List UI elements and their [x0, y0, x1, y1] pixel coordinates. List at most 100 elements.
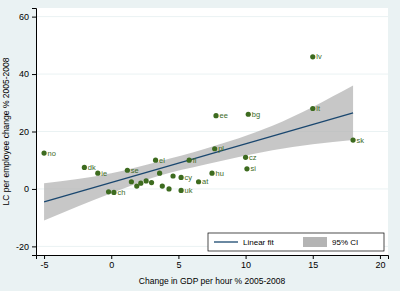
point	[138, 181, 143, 186]
y-tick: -20	[16, 242, 36, 252]
x-tick-mark	[44, 255, 45, 259]
point	[125, 168, 130, 173]
point-label: ie	[101, 169, 107, 178]
x-tick-mark	[313, 255, 314, 259]
ci-band	[44, 86, 353, 221]
y-tick-mark	[32, 132, 36, 133]
point-label: el	[159, 156, 165, 165]
point	[178, 175, 183, 180]
point	[246, 112, 251, 117]
point-label: bg	[252, 110, 260, 119]
y-tick-label: 0	[24, 184, 29, 194]
x-tick: 15	[308, 255, 318, 270]
legend-swatch	[303, 237, 327, 247]
point	[149, 180, 154, 185]
point-label: uk	[185, 186, 193, 195]
point-label: cy	[185, 173, 193, 182]
y-tick-label: 40	[19, 69, 29, 79]
x-tick-label: 20	[375, 260, 385, 270]
y-axis: -20 0 20 40 60	[16, 9, 37, 256]
x-axis: -5 0 5 10 15 20	[37, 255, 389, 270]
x-tick-mark	[111, 255, 112, 259]
y-tick-label: -20	[16, 242, 29, 252]
point-label: lv	[316, 52, 322, 61]
point-label: si	[250, 164, 256, 173]
legend-swatch	[214, 241, 238, 242]
point	[243, 155, 248, 160]
y-tick-mark	[32, 17, 36, 18]
y-tick: 40	[19, 69, 36, 79]
y-tick-label: 60	[19, 12, 29, 22]
x-tick-mark	[380, 255, 381, 259]
point	[106, 189, 111, 194]
x-axis-line	[37, 256, 389, 260]
plot-area	[36, 8, 388, 255]
point	[129, 179, 134, 184]
point	[350, 138, 355, 143]
y-tick: 0	[24, 184, 36, 194]
point	[244, 166, 249, 171]
point	[166, 186, 171, 191]
x-tick-label: 10	[241, 260, 251, 270]
point	[213, 113, 218, 118]
grid	[36, 17, 388, 247]
point	[310, 54, 315, 59]
y-tick-label: 20	[19, 127, 29, 137]
x-tick-label: 5	[176, 260, 181, 270]
x-tick: 5	[176, 255, 181, 270]
x-tick: 20	[375, 255, 385, 270]
point	[82, 165, 87, 170]
point-label: no	[48, 149, 56, 158]
point	[170, 173, 175, 178]
x-tick-label: 0	[109, 260, 114, 270]
grid-line	[36, 16, 388, 17]
x-tick: 10	[241, 255, 251, 270]
point	[144, 178, 149, 183]
y-tick: 20	[19, 127, 36, 137]
point-label: se	[131, 166, 139, 175]
chart: no dkie se ch el uk cyathu fi pl ee bg cz si lv lt sk -5…	[0, 0, 400, 291]
point-label: cz	[249, 153, 257, 162]
point	[310, 106, 315, 111]
y-tick-mark	[32, 189, 36, 190]
point-label: lt	[316, 104, 321, 113]
point	[95, 171, 100, 176]
x-tick-label: 15	[308, 260, 318, 270]
legend-box	[208, 233, 384, 251]
x-tick-mark	[178, 255, 179, 259]
point	[187, 158, 192, 163]
point	[157, 171, 162, 176]
y-tick: 60	[19, 12, 36, 22]
point-label: dk	[88, 163, 96, 172]
point	[178, 188, 183, 193]
point	[212, 146, 217, 151]
y-axis-title: LC per employee change % 2005-2008	[1, 57, 11, 205]
x-tick-mark	[246, 255, 247, 259]
point	[111, 190, 116, 195]
point-label: fi	[193, 156, 197, 165]
x-axis-title: Change in GDP per hour % 2005-2008	[139, 276, 286, 286]
legend-label: 95% CI	[332, 238, 358, 247]
point	[41, 150, 46, 155]
point	[153, 158, 158, 163]
point-label: hu	[216, 169, 224, 178]
point	[196, 179, 201, 184]
legend-label: Linear fit	[243, 238, 274, 247]
point-label: pl	[218, 144, 224, 153]
point-label: ee	[220, 111, 228, 120]
x-tick: 0	[109, 255, 114, 270]
point-labels: no dkie se ch el uk cyathu fi pl ee bg cz si lv lt sk	[48, 52, 365, 197]
y-axis-line	[32, 9, 37, 256]
point-label: sk	[357, 136, 365, 145]
point	[209, 171, 214, 176]
marks	[41, 54, 355, 220]
y-tick-mark	[32, 246, 36, 247]
grid-line	[36, 74, 388, 75]
point-label: at	[202, 177, 209, 186]
fit-line	[44, 113, 353, 202]
x-tick-label: -5	[41, 260, 49, 270]
x-tick: -5	[41, 255, 49, 270]
y-tick-mark	[32, 74, 36, 75]
legend: Linear fit 95% CI	[208, 233, 384, 251]
point-label: ch	[117, 188, 125, 197]
